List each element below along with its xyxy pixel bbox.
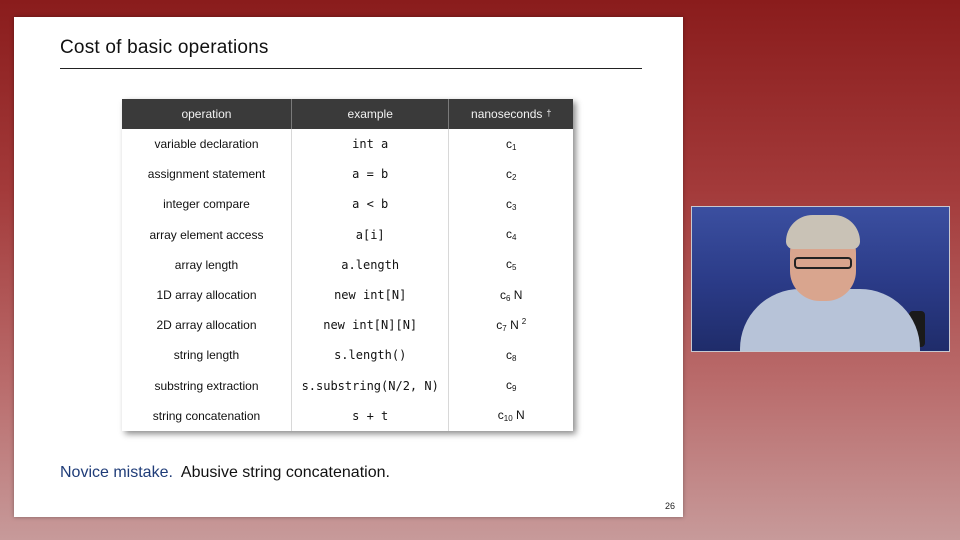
- cost-constant: c: [496, 318, 503, 333]
- cost-constant: c: [506, 378, 512, 393]
- note-text: Abusive string concatenation.: [180, 464, 390, 481]
- cost-subscript: 1: [512, 142, 517, 152]
- cost-subscript: 9: [512, 384, 517, 394]
- speaker-video: [691, 206, 950, 352]
- note-lead: Novice mistake.: [60, 464, 173, 481]
- operation-cell: array element access: [122, 219, 292, 250]
- operations-table: operation example nanoseconds † variable …: [122, 99, 573, 431]
- cost-constant: c: [506, 227, 512, 242]
- cost-subscript: 7: [502, 324, 507, 334]
- operation-cell: variable declaration: [122, 129, 292, 160]
- header-operation: operation: [122, 99, 292, 129]
- table-header: operation example nanoseconds †: [122, 99, 573, 129]
- operation-cell: string length: [122, 340, 292, 371]
- operation-cell: assignment statement: [122, 159, 292, 190]
- example-cell: new int[N][N]: [291, 310, 450, 341]
- cost-constant: c: [506, 166, 512, 181]
- operation-cell: substring extraction: [122, 370, 292, 401]
- example-cell: a = b: [291, 159, 450, 190]
- cost-cell: c9: [449, 371, 573, 401]
- cost-table: operation example nanoseconds † variable …: [122, 99, 573, 431]
- example-cell: s.length(): [291, 340, 450, 371]
- cost-cell: c8: [449, 340, 573, 370]
- cost-constant: c: [506, 136, 512, 151]
- slide: Cost of basic operations operation examp…: [14, 17, 683, 517]
- table-row: assignment statement a = b c2: [122, 159, 573, 190]
- table-row: variable declaration int a c1: [122, 129, 573, 160]
- cost-subscript: 4: [512, 233, 517, 243]
- table-header-row: operation example nanoseconds †: [122, 99, 573, 129]
- table-row: array element access a[i] c4: [122, 219, 573, 250]
- cost-constant: c: [506, 257, 512, 272]
- title-divider: [60, 68, 642, 69]
- cost-subscript: 8: [512, 353, 517, 363]
- table-row: string length s.length() c8: [122, 340, 573, 371]
- table-row: array length a.length c5: [122, 249, 573, 280]
- example-cell: int a: [291, 129, 450, 160]
- cost-exponent: 2: [521, 317, 527, 327]
- speaker-hair: [786, 215, 860, 249]
- cost-cell: c6 N: [449, 280, 573, 310]
- example-cell: s.substring(N/2, N): [291, 370, 450, 401]
- cost-constant: c: [506, 196, 512, 211]
- header-nanoseconds: nanoseconds †: [448, 99, 573, 129]
- cost-cell: c5: [449, 250, 573, 280]
- cost-factor: N: [512, 408, 525, 423]
- header-example: example: [291, 99, 450, 129]
- page-number: 26: [664, 501, 675, 511]
- speaker-glasses: [794, 257, 852, 269]
- cost-subscript: 3: [512, 202, 517, 212]
- cost-factor: N: [506, 318, 519, 333]
- table-row: integer compare a < b c3: [122, 189, 573, 220]
- example-cell: new int[N]: [291, 279, 450, 311]
- cost-subscript: 10: [503, 414, 513, 424]
- example-cell: a < b: [291, 189, 450, 220]
- operation-cell: array length: [122, 249, 292, 280]
- dagger-footnote-mark: †: [546, 108, 552, 118]
- cost-subscript: 2: [512, 172, 517, 182]
- cost-factor: N: [510, 287, 523, 302]
- operation-cell: 1D array allocation: [122, 279, 292, 311]
- operation-cell: string concatenation: [122, 400, 292, 431]
- example-cell: a.length: [291, 249, 450, 280]
- cost-cell: c4: [449, 220, 573, 250]
- table-body: variable declaration int a c1 assignment st…: [122, 129, 573, 431]
- table-row: substring extraction s.substring(N/2, N) c…: [122, 370, 573, 401]
- operation-cell: integer compare: [122, 189, 292, 220]
- cost-constant: c: [500, 287, 506, 302]
- novice-note: Novice mistake. Abusive string concatenat…: [60, 464, 390, 482]
- cost-cell: c2: [449, 159, 573, 189]
- table-row: 1D array allocation new int[N] c6 N: [122, 279, 573, 311]
- cost-constant: c: [497, 408, 504, 423]
- cost-cell: c10 N: [449, 401, 573, 431]
- header-nanoseconds-label: nanoseconds: [471, 107, 543, 121]
- cost-subscript: 6: [506, 293, 511, 303]
- cost-cell: c3: [449, 189, 573, 219]
- table-row: string concatenation s + t c10 N: [122, 400, 573, 431]
- example-cell: s + t: [291, 400, 450, 431]
- slide-title: Cost of basic operations: [60, 37, 269, 58]
- example-cell: a[i]: [291, 219, 450, 250]
- operation-cell: 2D array allocation: [122, 310, 292, 341]
- cost-cell: c1: [449, 129, 573, 159]
- cost-subscript: 5: [512, 263, 517, 273]
- cost-constant: c: [506, 347, 512, 362]
